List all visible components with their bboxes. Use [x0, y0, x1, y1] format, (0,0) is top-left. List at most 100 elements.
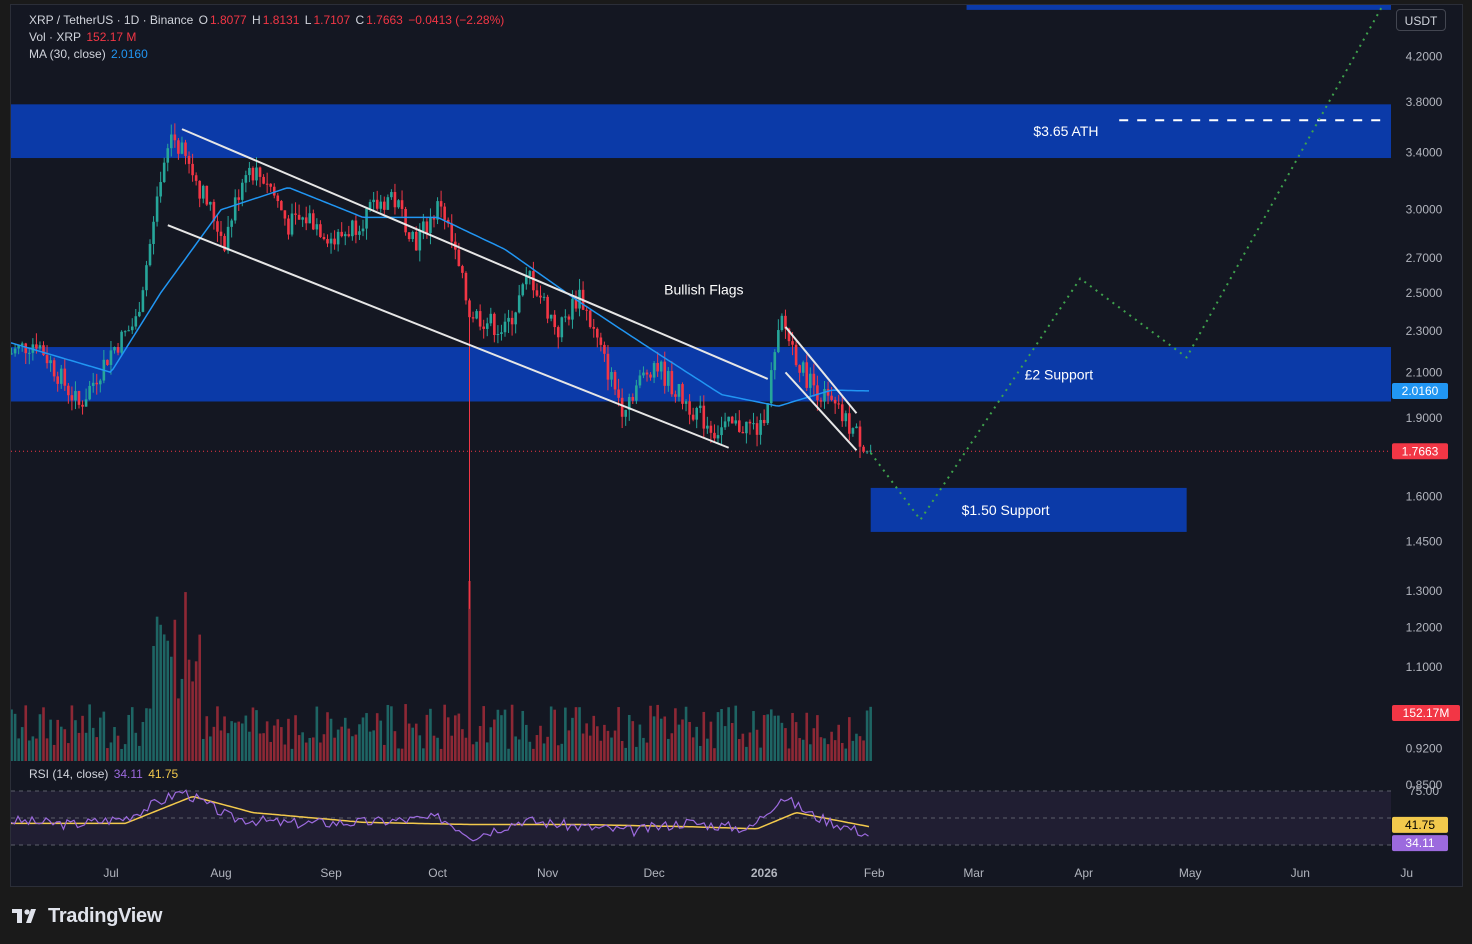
volume-bar [535, 735, 539, 761]
candle-body [237, 197, 241, 200]
chart-canvas[interactable]: $5 Target$3.65 ATH£2 Support$1.50 Suppor… [11, 5, 1462, 886]
volume-bar [340, 726, 343, 761]
candle-body [155, 196, 159, 222]
volume-bar [20, 727, 24, 761]
candle-body [439, 201, 443, 207]
volume-bar [375, 713, 379, 761]
volume-bar [272, 725, 276, 761]
volume-bar [801, 739, 805, 761]
candle-body [319, 224, 322, 237]
candle-body [91, 382, 95, 386]
volume-bar [251, 707, 255, 761]
volume-bar [652, 716, 656, 761]
volume-bar [130, 707, 134, 761]
candle-body [457, 249, 461, 267]
volume-bar [542, 743, 546, 761]
time-tick-label: Oct [428, 866, 447, 880]
volume-bar [336, 729, 340, 761]
volume-bar [361, 717, 365, 761]
volume-bar [567, 730, 571, 761]
volume-bar [809, 744, 812, 761]
volume-bar [52, 744, 56, 761]
volume-bar [826, 744, 830, 761]
price-tick-label: 2.1000 [1406, 365, 1443, 379]
time-tick-label: Nov [537, 866, 558, 880]
volume-bar [230, 721, 233, 761]
volume-bar [709, 721, 713, 761]
candle-body [464, 272, 468, 301]
candle-body [375, 199, 379, 209]
volume-bar [478, 726, 482, 761]
chart-frame[interactable]: $5 Target$3.65 ATH£2 Support$1.50 Suppor… [10, 4, 1463, 887]
volume-bar [201, 738, 205, 761]
volume-bar [656, 704, 659, 761]
volume-bar [333, 737, 336, 761]
volume-bar [734, 705, 738, 761]
volume-bar [556, 745, 560, 761]
volume-bar [414, 723, 418, 761]
volume-bar [162, 634, 166, 761]
candle-body [138, 311, 141, 317]
candle-body [248, 167, 251, 176]
time-tick-label: May [1179, 866, 1202, 880]
volume-bar [571, 717, 574, 761]
candle-body [326, 239, 329, 244]
volume-bar [63, 729, 67, 761]
volume-bar [759, 747, 762, 761]
volume-bar [862, 740, 865, 761]
currency-button[interactable]: USDT [1396, 9, 1446, 31]
candle-body [812, 373, 816, 386]
time-tick-label: Sep [320, 866, 342, 880]
candle-body [855, 426, 858, 429]
volume-bar [585, 723, 588, 761]
candle-body [11, 353, 13, 355]
volume-bar [422, 748, 425, 761]
volume-bar [38, 714, 42, 761]
volume-bar [610, 737, 613, 761]
candle-body [400, 200, 404, 209]
candle-body [130, 326, 134, 331]
volume-bar [354, 734, 358, 761]
volume-bar [269, 741, 272, 761]
candle-body [794, 344, 798, 366]
volume-bar [106, 748, 109, 761]
candle-body [38, 345, 42, 349]
volume-bar [212, 726, 216, 761]
candle-body [113, 347, 116, 351]
candle-body [723, 421, 727, 428]
rsi-legend: RSI (14, close) 34.11 41.75 [29, 767, 180, 781]
zone-label-1: $3.65 ATH [1033, 123, 1098, 139]
candle-body [116, 347, 120, 353]
candle-body [869, 450, 872, 452]
volume-bar [681, 719, 684, 761]
brand-footer[interactable]: TradingView [12, 903, 162, 929]
volume-bar [837, 724, 840, 761]
volume-bar [780, 722, 784, 761]
candle-body [759, 419, 762, 435]
candle-body [77, 391, 81, 405]
candle-body [549, 314, 553, 319]
volume-label: Vol · XRP [29, 30, 82, 44]
volume-bar [723, 726, 727, 761]
candle-body [109, 350, 113, 365]
channel-upper-line [181, 128, 769, 380]
candle-body [848, 413, 851, 434]
volume-bar [205, 716, 209, 761]
volume-bar [191, 681, 194, 761]
candle-body [461, 266, 464, 273]
volume-bar [684, 706, 688, 761]
candle-body [297, 214, 301, 220]
volume-bar [294, 715, 297, 761]
candle-body [677, 384, 681, 397]
candle-body [798, 365, 801, 373]
volume-bar [443, 704, 446, 761]
candle-body [599, 337, 603, 345]
volume-bar [603, 724, 606, 761]
volume-bar [84, 732, 88, 761]
candle-body [823, 389, 826, 402]
candle-body [645, 372, 649, 375]
candle-body [414, 231, 418, 251]
volume-bar [74, 720, 77, 761]
volume-bar [489, 727, 493, 761]
candle-body [691, 414, 695, 420]
